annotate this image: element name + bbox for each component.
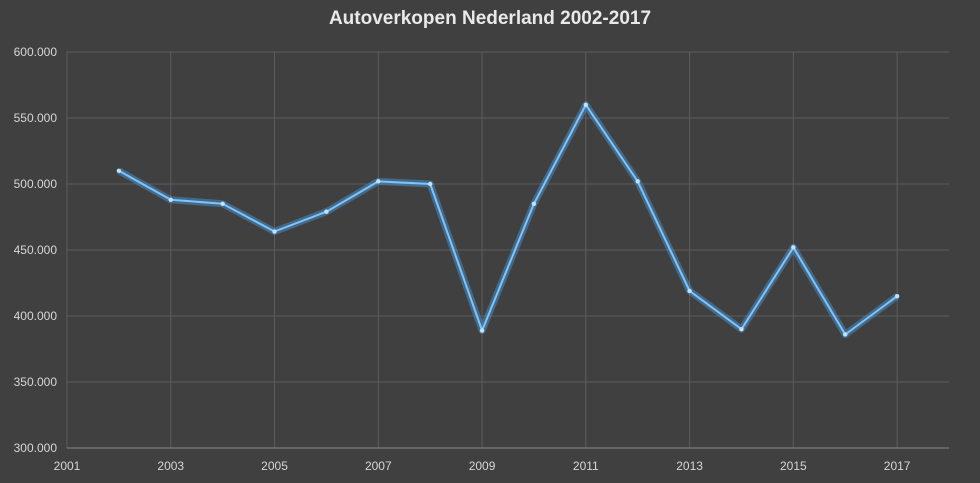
x-tick-label: 2003	[157, 459, 184, 473]
data-point	[427, 181, 433, 187]
x-tick-label: 2011	[573, 459, 599, 473]
y-tick-label: 500.000	[14, 177, 58, 191]
data-point	[168, 197, 173, 203]
series-line	[118, 103, 898, 336]
data-point	[531, 201, 537, 206]
y-tick-label: 550.000	[14, 111, 58, 125]
y-tick-label: 600.000	[14, 45, 58, 59]
data-point	[583, 102, 589, 108]
data-point	[272, 229, 277, 234]
y-tick-label: 450.000	[14, 243, 58, 257]
x-tick-label: 2015	[780, 459, 807, 473]
data-point	[791, 245, 796, 250]
data-point	[635, 179, 640, 184]
data-point	[116, 168, 122, 173]
chart-title: Autoverkopen Nederland 2002-2017	[328, 8, 652, 29]
y-tick-label: 400.000	[14, 309, 58, 323]
data-point	[324, 209, 329, 214]
x-tick-label: 2009	[469, 459, 496, 473]
data-point	[687, 288, 692, 294]
data-point	[376, 179, 381, 184]
data-point	[739, 327, 744, 332]
x-tick-label: 2017	[884, 459, 911, 473]
y-tick-label: 300.000	[14, 441, 58, 455]
x-tick-label: 2001	[54, 459, 81, 473]
data-point	[479, 328, 485, 333]
x-tick-label: 2013	[676, 459, 703, 473]
x-tick-label: 2005	[261, 459, 288, 473]
data-point	[894, 294, 900, 299]
y-tick-label: 350.000	[14, 375, 58, 389]
x-tick-label: 2007	[365, 459, 392, 473]
series-glow	[117, 101, 900, 338]
data-point	[843, 332, 848, 337]
data-point	[220, 201, 225, 206]
